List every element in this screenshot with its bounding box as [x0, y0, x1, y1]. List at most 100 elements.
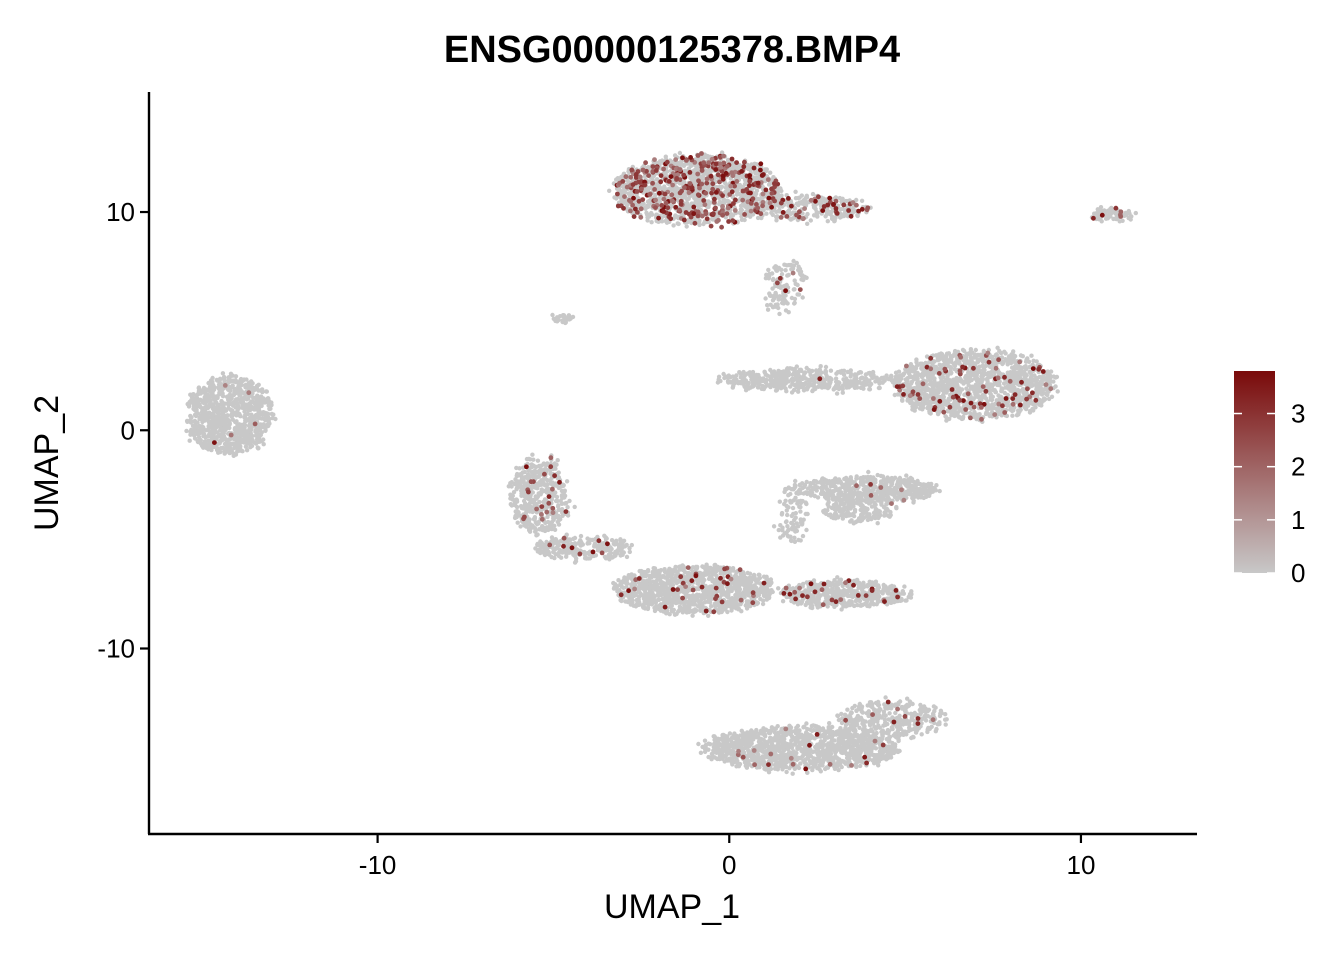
cell-point: [963, 355, 968, 360]
cell-point: [751, 374, 756, 379]
cell-point: [879, 375, 884, 381]
cell-point: [822, 494, 828, 500]
cell-point: [823, 377, 828, 382]
cell-point: [236, 430, 241, 435]
cell-point: [249, 422, 254, 427]
cell-point: [986, 385, 992, 390]
cell-point: [255, 446, 261, 451]
cell-point: [269, 403, 274, 408]
cell-point: [952, 401, 957, 406]
cell-point: [807, 369, 812, 374]
cell-point: [1031, 358, 1036, 363]
cell-point: [993, 389, 998, 395]
cell-point: [893, 370, 899, 375]
cell-point: [258, 395, 264, 400]
cell-point: [1054, 374, 1060, 380]
cell-point: [253, 403, 258, 408]
cell-point: [695, 200, 701, 206]
cell-point: [909, 381, 914, 386]
cell-point: [919, 374, 924, 379]
cell-point: [687, 206, 692, 211]
cell-point: [956, 359, 962, 364]
cell-point: [237, 424, 243, 429]
cell-point: [1048, 373, 1053, 378]
cell-point: [947, 357, 953, 362]
cell-point: [187, 399, 192, 405]
cell-point: [1032, 378, 1037, 383]
cell-point: [728, 380, 733, 385]
cell-point: [892, 377, 898, 382]
cell-point: [251, 388, 256, 393]
cell-point: [200, 419, 205, 425]
cell-point: [892, 392, 897, 398]
cell-point: [739, 217, 745, 222]
cell-point: [924, 387, 930, 393]
cell-point: [220, 401, 225, 406]
cell-point: [1010, 375, 1016, 380]
cell-point: [236, 437, 242, 442]
cell-point: [839, 368, 845, 374]
cell-point: [244, 433, 249, 438]
cell-point: [926, 481, 931, 487]
cell-point: [210, 425, 215, 431]
cell-point: [882, 482, 887, 488]
cell-point: [222, 375, 227, 381]
cell-point: [230, 417, 235, 422]
cell-point: [847, 490, 853, 495]
cell-point: [863, 376, 868, 381]
cell-point: [881, 495, 886, 500]
cell-point: [875, 496, 881, 502]
cell-point: [1045, 392, 1050, 398]
cell-point: [793, 189, 798, 194]
cell-point: [848, 519, 853, 524]
cell-point: [264, 389, 269, 394]
cell-point: [723, 189, 728, 195]
cell-point: [817, 367, 822, 372]
cell-point: [811, 213, 817, 218]
cell-point: [823, 511, 829, 516]
cell-point: [897, 377, 902, 383]
cell-point: [228, 441, 233, 446]
cell-point: [838, 207, 843, 212]
cell-point: [221, 404, 226, 410]
cell-point: [995, 345, 1000, 350]
cell-point: [211, 432, 216, 437]
cell-point: [192, 419, 197, 424]
cell-point: [816, 384, 821, 389]
cell-point: [731, 383, 736, 389]
cell-point: [803, 370, 808, 375]
cell-point: [812, 385, 817, 390]
cell-point: [973, 373, 978, 378]
cell-point: [974, 416, 979, 422]
cell-point: [261, 422, 266, 427]
cell-point: [1033, 405, 1038, 410]
cell-point: [261, 437, 266, 442]
cell-point: [243, 444, 249, 449]
cell-point: [256, 405, 262, 411]
cell-point: [880, 474, 886, 479]
cell-point: [203, 389, 209, 394]
cell-point: [788, 384, 793, 389]
cell-point: [663, 218, 668, 224]
cell-point: [249, 404, 254, 409]
cell-point: [742, 379, 747, 384]
cell-point: [985, 411, 991, 416]
cell-point: [248, 433, 254, 438]
cell-point: [783, 381, 788, 386]
cell-point: [799, 193, 804, 198]
cell-point: [647, 212, 653, 217]
cell-point: [841, 377, 846, 382]
cell-point: [976, 389, 981, 394]
cell-point: [896, 491, 901, 496]
cell-point: [983, 371, 988, 376]
cell-point: [963, 379, 968, 384]
cell-point: [895, 497, 900, 502]
cell-point: [947, 378, 953, 383]
cell-point: [1016, 395, 1022, 400]
cell-point: [928, 371, 934, 377]
cell-point: [936, 352, 942, 357]
cell-point: [834, 506, 839, 511]
cell-point: [238, 446, 243, 451]
cell-point: [716, 374, 722, 379]
cell-point: [233, 452, 239, 457]
